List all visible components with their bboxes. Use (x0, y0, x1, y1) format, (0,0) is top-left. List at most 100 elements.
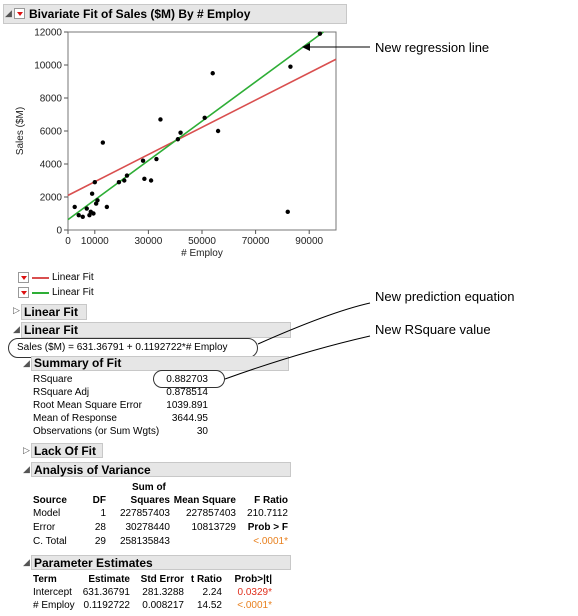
anova-head-top: Sum of (132, 482, 166, 493)
red-triangle-menu-icon[interactable] (14, 8, 25, 19)
bivariate-chart: 0 2000 4000 6000 8000 10000 12000 0 10000 30000 50… (15, 28, 337, 259)
disclosure-open-icon[interactable]: ◢ (5, 8, 12, 18)
fit-line-2 (67, 31, 324, 221)
anova-header[interactable] (31, 462, 291, 477)
y-tick-label: 8000 (40, 94, 63, 105)
summary-of-fit-title: Summary of Fit (34, 356, 122, 370)
y-tick-label: 6000 (40, 127, 63, 138)
data-point (92, 179, 98, 185)
y-tick-label: 10000 (34, 61, 62, 72)
data-point (288, 64, 293, 69)
pe-cell: 631.36791 (82, 587, 130, 598)
rsquare-highlight (153, 370, 225, 388)
fit-line-1 (67, 58, 337, 197)
anova-cell: 1 (100, 508, 106, 519)
anova-cell: 227857403 (119, 508, 170, 519)
y-tick-label: 4000 (40, 160, 63, 171)
anova-cell: Model (33, 508, 61, 519)
legend-swatch-2 (32, 292, 49, 294)
linear-fit-header-collapsed[interactable] (21, 304, 87, 320)
anova-cell: 210.7112 (247, 508, 288, 519)
y-tick-label: 12000 (34, 28, 62, 39)
anova-header-cell: Squares (130, 495, 170, 506)
summary-value: 3644.95 (171, 413, 208, 424)
rsquare-leader (224, 335, 371, 380)
data-point (89, 191, 95, 196)
data-point (148, 178, 154, 183)
pe-header-cell: Term (33, 574, 57, 585)
pe-cell: 0.0329* (237, 587, 272, 598)
summary-label: Root Mean Square Error (33, 400, 142, 411)
parameter-estimates-header[interactable] (31, 555, 291, 570)
summary-value: 0.878514 (166, 387, 208, 398)
anova-cell: Error (33, 522, 56, 533)
disclosure-open-icon[interactable]: ◢ (23, 464, 30, 474)
anova-header-cell: Mean Square (173, 495, 236, 506)
prediction-equation: Sales ($M) = 631.36791 + 0.1192722*# Emp… (17, 342, 228, 353)
pe-cell: 14.52 (196, 600, 222, 611)
report-header (3, 4, 347, 24)
legend-menu-icon-2[interactable] (18, 287, 29, 298)
anova-title: Analysis of Variance (34, 463, 151, 477)
report-title: Bivariate Fit of Sales ($M) By # Employ (29, 7, 251, 21)
legend-menu-icon-1[interactable] (18, 272, 29, 283)
summary-label: Observations (or Sum Wgts) (33, 426, 160, 437)
anova-cell: 10813729 (191, 522, 237, 533)
pe-cell: Intercept (33, 587, 72, 598)
data-point (124, 173, 130, 178)
data-point (84, 206, 89, 211)
disclosure-open-icon[interactable]: ◢ (13, 324, 20, 334)
annotation-prediction: New prediction equation (375, 289, 515, 304)
summary-value: 1039.891 (166, 400, 208, 411)
data-point (76, 212, 81, 218)
pe-cell: 281.3288 (142, 587, 184, 598)
annotation-rsquare: New RSquare value (375, 322, 491, 337)
legend-swatch-1 (32, 277, 49, 279)
x-tick-label: 30000 (134, 236, 162, 247)
linear-fit-title: Linear Fit (24, 323, 79, 337)
data-point (158, 117, 163, 122)
disclosure-open-icon[interactable]: ◢ (23, 557, 30, 567)
summary-value: 30 (196, 426, 208, 437)
y-axis-label: Sales ($M) (15, 107, 26, 155)
x-tick-label: 0 (65, 236, 71, 247)
x-tick-label: 10000 (81, 236, 109, 247)
disclosure-open-icon[interactable]: ◢ (23, 358, 30, 368)
lack-of-fit-header[interactable] (31, 443, 103, 458)
pe-cell: 2.24 (202, 587, 222, 598)
data-point (175, 137, 181, 142)
data-point (116, 179, 122, 185)
anova-cell: 227857403 (185, 508, 236, 519)
anova-cell: 30278440 (125, 522, 171, 533)
pe-cell: 0.1192722 (83, 600, 130, 611)
data-point (142, 176, 147, 182)
anova-header-cell: Source (33, 495, 67, 506)
annotation-regression: New regression line (375, 40, 490, 55)
pe-header-cell: Prob>|t| (234, 574, 272, 585)
data-point (87, 212, 92, 218)
prediction-leader (257, 302, 371, 345)
y-tick-label: 0 (56, 226, 62, 237)
pe-cell: <.0001* (237, 600, 272, 611)
disclosure-closed-icon[interactable]: ▷ (23, 445, 30, 455)
data-point (140, 158, 146, 163)
data-point (80, 214, 85, 219)
lack-of-fit-title: Lack Of Fit (34, 444, 97, 458)
data-point (154, 156, 159, 162)
legend-label-2: Linear Fit (52, 287, 94, 298)
pe-header-cell: t Ratio (190, 574, 222, 585)
disclosure-closed-icon[interactable]: ▷ (13, 305, 20, 315)
y-tick-label: 2000 (40, 193, 63, 204)
pe-cell: 0.008217 (142, 600, 184, 611)
pe-header-cell: Std Error (140, 574, 184, 585)
data-point (100, 140, 106, 145)
linear-fit-title-collapsed: Linear Fit (24, 305, 79, 319)
anova-cell: 28 (94, 522, 106, 533)
data-point (72, 204, 77, 210)
data-point (285, 209, 290, 215)
x-tick-label: 50000 (188, 236, 216, 247)
summary-label: Mean of Response (33, 413, 117, 424)
anova-cell: Prob > F (247, 522, 288, 533)
data-point (178, 130, 183, 135)
